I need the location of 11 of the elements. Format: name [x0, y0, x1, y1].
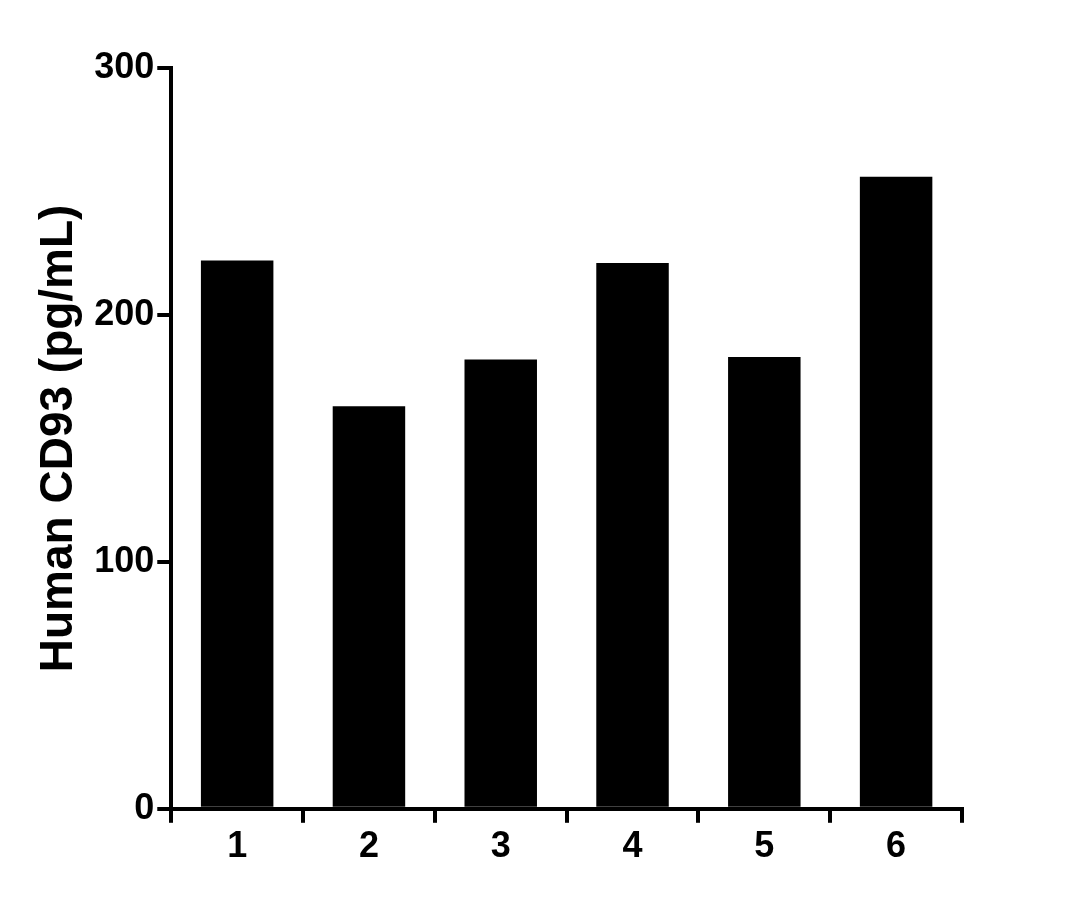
x-tick-label: 1: [227, 824, 248, 866]
y-tick-label: 200: [94, 291, 155, 333]
y-tick-label: 100: [94, 538, 155, 580]
y-tick-label: 0: [134, 785, 155, 827]
y-axis-title: Human CD93 (pg/mL): [30, 204, 83, 673]
x-tick-label: 6: [886, 824, 907, 866]
x-tick-label: 3: [490, 824, 511, 866]
x-tick-label: 2: [358, 824, 379, 866]
x-tick-label: 4: [622, 824, 643, 866]
y-tick-label: 300: [94, 44, 155, 86]
x-tick-label: 5: [754, 824, 775, 866]
